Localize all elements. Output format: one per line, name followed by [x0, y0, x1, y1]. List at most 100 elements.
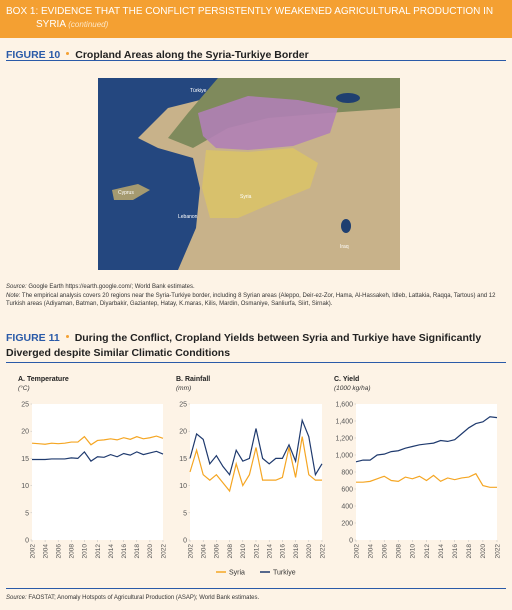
note-label: Note:: [6, 293, 21, 299]
plot-area: [356, 404, 497, 540]
map-sea: [98, 78, 218, 270]
bullet: [65, 335, 69, 339]
map-label: Iraq: [340, 244, 349, 250]
rule: [6, 362, 506, 363]
x-tick-label: 2020: [147, 544, 154, 559]
x-tick-label: 2014: [108, 544, 115, 559]
y-tick-label: 20: [179, 429, 187, 436]
y-tick-label: 0: [183, 538, 187, 545]
y-tick-label: 800: [341, 470, 353, 477]
chart-title: A. Temperature: [18, 376, 69, 383]
x-tick-label: 2010: [410, 544, 417, 559]
y-tick-label: 5: [183, 510, 187, 517]
x-tick-label: 2020: [306, 544, 313, 559]
y-tick-label: 25: [179, 402, 187, 409]
map-label: Syria: [240, 194, 252, 200]
header-band: [0, 0, 512, 38]
x-tick-label: 2016: [280, 544, 287, 559]
series-line: [355, 416, 498, 463]
header-title-text: BOX 1: EVIDENCE THAT THE CONFLICT PERSIS…: [6, 6, 494, 30]
x-tick-label: 2002: [187, 544, 194, 559]
map-region-turkiye: [198, 96, 338, 150]
x-tick-label: 2010: [82, 544, 89, 559]
map-label: Türkiye: [190, 88, 207, 94]
y-tick-label: 15: [21, 456, 29, 463]
series-line: [189, 436, 322, 493]
figure11-source: Source: FAOSTAT; Anomaly Hotspots of Agr…: [6, 594, 506, 602]
y-tick-label: 10: [21, 483, 29, 490]
y-tick-label: 0: [25, 538, 29, 545]
rule: [6, 588, 506, 589]
x-tick-label: 2012: [424, 544, 431, 559]
x-tick-label: 2004: [201, 544, 208, 559]
chart-subtitle: (°C): [18, 384, 30, 392]
x-tick-label: 2006: [56, 544, 63, 559]
bullet: [66, 52, 70, 56]
plot-area: [32, 404, 163, 540]
x-tick-label: 2002: [29, 544, 36, 559]
y-tick-label: 5: [25, 510, 29, 517]
x-tick-label: 2012: [253, 544, 260, 559]
legend-label: Syria: [229, 570, 245, 577]
figure-label: FIGURE 11: [6, 332, 60, 344]
map-label: Lebanon: [178, 214, 198, 220]
chart-subtitle: (1000 kg/ha): [334, 385, 371, 392]
y-tick-label: 200: [341, 521, 353, 528]
figure11-heading: FIGURE 11 During the Conflict, Cropland Y…: [6, 330, 496, 360]
chart-title: B. Rainfall: [176, 376, 210, 383]
x-tick-label: 2016: [121, 544, 128, 559]
x-tick-label: 2004: [367, 544, 374, 559]
figure-title: Cropland Areas along the Syria-Turkiye B…: [75, 49, 309, 61]
x-tick-label: 2008: [396, 544, 403, 559]
x-tick-label: 2004: [42, 544, 49, 559]
chart-subtitle: (mm): [176, 385, 191, 392]
source-text: Google Earth https://earth.google.com/; …: [28, 284, 195, 290]
figure-title: During the Conflict, Cropland Yields bet…: [6, 332, 482, 359]
figure10-heading: FIGURE 10 Cropland Areas along the Syria-…: [6, 45, 309, 63]
figure10-note: Note: The empirical analysis covers 20 r…: [6, 292, 506, 308]
y-tick-label: 0: [349, 538, 353, 545]
y-tick-label: 1,600: [335, 402, 353, 409]
series-line: [356, 472, 497, 488]
source-label: Source:: [6, 595, 27, 601]
series-line: [32, 450, 164, 462]
y-tick-label: 1,200: [335, 436, 353, 443]
x-tick-label: 2006: [382, 544, 389, 559]
rule: [6, 60, 506, 61]
y-tick-label: 1,000: [335, 453, 353, 460]
x-tick-label: 2008: [227, 544, 234, 559]
map-lake: [341, 219, 351, 233]
map-lake: [336, 93, 360, 103]
x-tick-label: 2014: [438, 544, 445, 559]
y-tick-label: 600: [341, 487, 353, 494]
series-line: [31, 435, 164, 446]
y-tick-label: 20: [21, 429, 29, 436]
x-tick-label: 2002: [353, 544, 360, 559]
y-tick-label: 400: [341, 504, 353, 511]
y-tick-label: 25: [21, 402, 29, 409]
x-tick-label: 2018: [293, 544, 300, 559]
x-tick-label: 2012: [95, 544, 102, 559]
figure-label: FIGURE 10: [6, 49, 61, 61]
x-tick-label: 2020: [480, 544, 487, 559]
legend-label: Turkiye: [273, 570, 296, 577]
source-label: Source:: [6, 284, 27, 290]
source-text: FAOSTAT; Anomaly Hotspots of Agricultura…: [28, 595, 260, 601]
map-label: Cyprus: [118, 190, 134, 196]
header-continued: (continued): [68, 20, 109, 29]
x-tick-label: 2008: [69, 544, 76, 559]
map: Türkiye Cyprus Syria Lebanon Iraq: [98, 78, 400, 270]
x-tick-label: 2010: [240, 544, 247, 559]
map-cyprus: [112, 184, 150, 200]
map-region-syria: [202, 148, 318, 218]
note-text: The empirical analysis covers 20 regions…: [6, 293, 496, 307]
y-tick-label: 15: [179, 456, 187, 463]
header-title: BOX 1: EVIDENCE THAT THE CONFLICT PERSIS…: [6, 5, 506, 31]
y-tick-label: 10: [179, 483, 187, 490]
series-line: [189, 418, 323, 477]
x-tick-label: 2014: [267, 544, 274, 559]
x-tick-label: 2022: [494, 544, 501, 559]
x-tick-label: 2006: [214, 544, 221, 559]
